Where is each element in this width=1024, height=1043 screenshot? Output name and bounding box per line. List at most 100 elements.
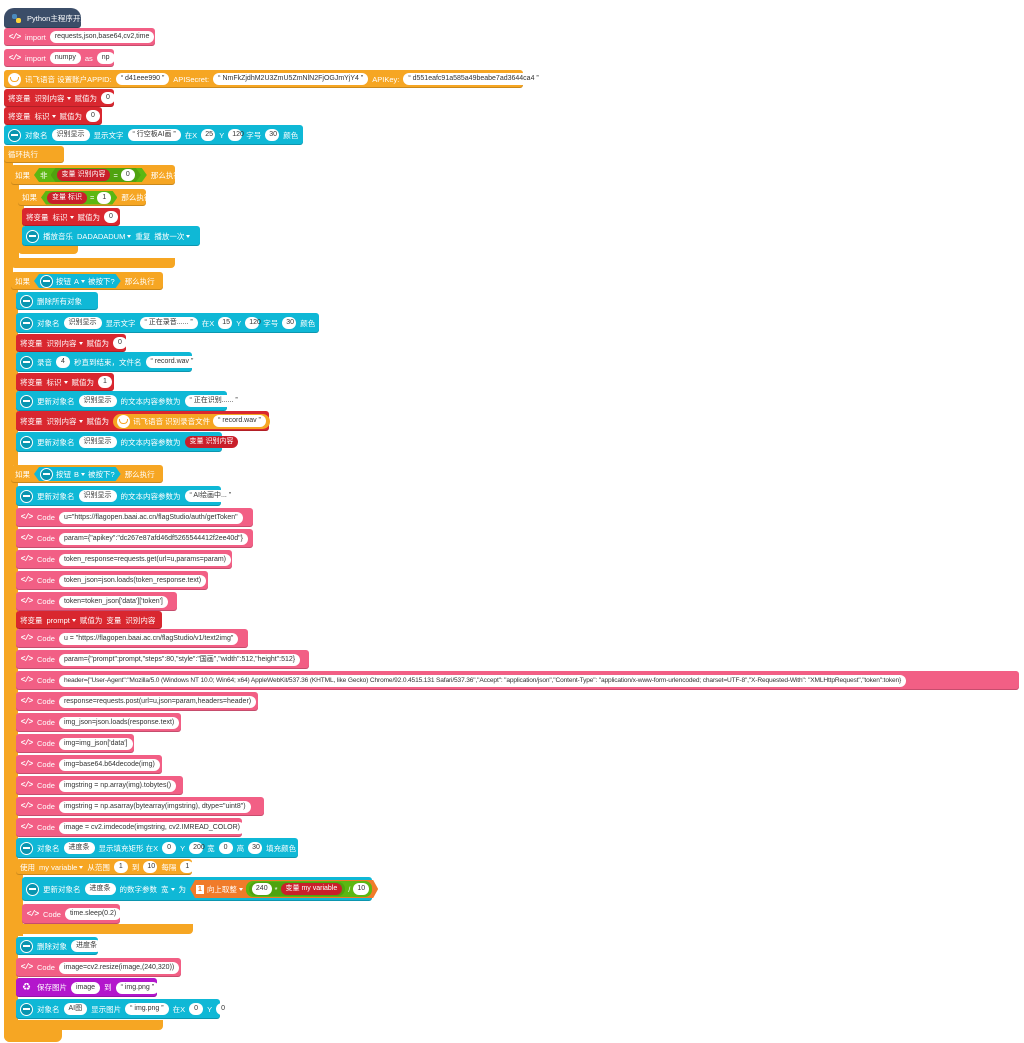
apikey-field[interactable]: “ d551eafc91a585a49beabe7ad3644ca4 ” (403, 73, 544, 85)
size-field[interactable]: 30 (265, 129, 280, 141)
end-field[interactable]: 10 (143, 861, 158, 873)
size-field[interactable]: 30 (282, 317, 297, 329)
set-prompt-block[interactable]: 将变量 prompt 赋值为 变量 识别内容 (16, 611, 162, 629)
show-text-block[interactable]: 对象名 识别显示 显示文字 “ 行空板AI画 ” 在X 25 Y 120 字号 … (4, 125, 303, 145)
python-start-block[interactable]: Python主程序开始 (4, 8, 88, 28)
multiply-reporter[interactable]: 240 * 变量 my variable (249, 882, 345, 896)
show-image-block[interactable]: 对象名 AI图 显示图片 “ img.png ” 在X 0 Y 0 (16, 999, 231, 1019)
forever-loop-block[interactable]: 循环执行 (4, 146, 64, 163)
object-name-field[interactable]: AI图 (63, 1003, 88, 1015)
code-field[interactable]: imgstring = np.array(img).tobytes() (58, 779, 177, 792)
start-field[interactable]: 1 (113, 861, 128, 873)
filename-field[interactable]: “ img.png ” (115, 981, 160, 994)
value-field[interactable]: 0 (86, 110, 100, 122)
xunfei-recognize-reporter[interactable]: 讯飞语音 识别录音文件 “ record.wav ” (113, 413, 270, 429)
code-field[interactable]: time.sleep(0.2) (64, 908, 122, 920)
object-name-field[interactable]: 进度条 (84, 883, 116, 895)
code-field[interactable]: token_json=json.loads(token_response.tex… (58, 574, 207, 587)
variable-reporter[interactable]: 变量 标识 (47, 192, 87, 204)
import-module-field[interactable]: numpy (49, 52, 81, 64)
code-field[interactable]: image = cv2.imdecode(imgstring, cv2.IMRE… (58, 821, 245, 834)
compare-condition[interactable]: 变量 标识 = 1 (41, 191, 117, 205)
code-block[interactable]: </> Code param={"apikey":"dc267e87afd46d… (16, 529, 253, 548)
set-variable-block[interactable]: 将变量 标识 赋值为 1 (16, 373, 114, 391)
not-condition[interactable]: 非 变量 识别内容 = 0 (34, 168, 147, 182)
music-dropdown[interactable]: DADADADUM (77, 232, 132, 241)
play-mode-dropdown[interactable]: 播放一次 (154, 231, 191, 242)
set-variable-block[interactable]: 将变量 识别内容 赋值为 0 (4, 89, 115, 107)
variable-dropdown[interactable]: 识别内容 (47, 338, 83, 349)
variable-dropdown[interactable]: 标识 (53, 212, 74, 223)
delete-object-block[interactable]: 删除对象 进度条 (16, 937, 102, 955)
code-field[interactable]: u = "https://flagopen.baai.ac.cn/flagStu… (58, 632, 239, 645)
button-pressed-condition[interactable]: 按钮 B 被按下? (34, 467, 121, 481)
variable-dropdown[interactable]: 标识 (35, 111, 56, 122)
text-field[interactable]: “ 正在录音...... ” (139, 317, 198, 329)
param-dropdown[interactable]: 宽 (161, 884, 175, 895)
value-field[interactable]: 0 (101, 92, 115, 104)
if-button-b-block[interactable]: 如果 按钮 B 被按下? 那么执行 (11, 465, 163, 483)
filename-field[interactable]: “ record.wav ” (213, 415, 266, 427)
variable-dropdown[interactable]: 识别内容 (47, 416, 83, 427)
fill-rect-block[interactable]: 对象名 进度条 显示填充矩形 在X 0 Y 200 宽 0 高 30 填充颜色 (16, 838, 298, 858)
for-range-block[interactable]: 使用 my variable 从范围 1 到 10 每隔 1 (16, 859, 195, 875)
object-name-field[interactable]: 进度条 (71, 940, 102, 952)
h-field[interactable]: 30 (248, 842, 263, 854)
update-number-block[interactable]: 更新对象名 进度条 的数字参数 宽 为 1 向上取整 240 * 变量 my v… (22, 877, 372, 901)
object-name-field[interactable]: 识别显示 (51, 129, 90, 141)
variable-dropdown[interactable]: 识别内容 (35, 93, 71, 104)
apisecret-field[interactable]: “ NmFkZjdhM2U3ZmU5ZmNlN2FjOGJmYjY4 ” (213, 73, 369, 85)
update-text-block[interactable]: 更新对象名 识别显示 的文本内容参数为 变量 识别内容 (16, 432, 239, 452)
code-field[interactable]: u="https://flagopen.baai.ac.cn/flagStudi… (58, 511, 243, 524)
if-block[interactable]: 如果 变量 标识 = 1 那么执行 (18, 189, 151, 206)
object-name-field[interactable]: 进度条 (63, 842, 95, 854)
code-block[interactable]: </> Code imgstring = np.array(img).tobyt… (16, 776, 183, 795)
w-field[interactable]: 0 (218, 842, 233, 854)
code-field[interactable]: img=img_json['data'] (58, 737, 133, 750)
set-variable-block[interactable]: 将变量 标识 赋值为 0 (4, 107, 102, 125)
update-text-block[interactable]: 更新对象名 识别显示 的文本内容参数为 “ 正在识别...... ” (16, 391, 243, 411)
variable-reporter[interactable]: 变量 识别内容 (57, 169, 111, 181)
object-name-field[interactable]: 识别显示 (78, 490, 117, 502)
loop-var-dropdown[interactable]: my variable (39, 863, 84, 872)
object-name-field[interactable]: 识别显示 (63, 317, 102, 329)
code-block[interactable]: </> Code imgstring = np.asarray(bytearra… (16, 797, 264, 816)
loop-block-body[interactable] (4, 146, 13, 1042)
code-block[interactable]: </> Code image=cv2.resize(image,(240,320… (16, 958, 181, 977)
code-field[interactable]: token=token_json['data']['token'] (58, 595, 168, 608)
code-block[interactable]: </> Code time.sleep(0.2) (22, 904, 122, 924)
x-field[interactable]: 15 (218, 317, 233, 329)
variable-reporter[interactable]: 变量 识别内容 (184, 436, 239, 448)
code-block[interactable]: </> Code token=token_json['data']['token… (16, 592, 177, 611)
code-field[interactable]: response=requests.post(url=u,json=param,… (58, 695, 257, 708)
import-block-2[interactable]: </> import numpy as np (4, 49, 115, 67)
object-name-field[interactable]: 识别显示 (78, 436, 117, 448)
operand-a-field[interactable]: 240 (252, 883, 272, 895)
x-field[interactable]: 25 (201, 129, 216, 141)
import-modules-field[interactable]: requests,json,base64,cv2,time (49, 31, 155, 43)
code-field[interactable]: param={"apikey":"dc267e87afd46df52655444… (58, 532, 249, 545)
record-block[interactable]: 录音 4 秒直到结束，文件名 “ record.wav ” (16, 352, 199, 372)
button-dropdown[interactable]: A (74, 277, 85, 286)
variable-dropdown[interactable]: 标识 (47, 377, 68, 388)
y-field[interactable]: 120 (228, 129, 244, 141)
code-block[interactable]: </> Code img=base64.b64decode(img) (16, 755, 162, 774)
code-block[interactable]: </> Code img_json=json.loads(response.te… (16, 713, 181, 732)
code-field[interactable]: header={"User-Agent":"Mozilla/5.0 (Windo… (58, 674, 907, 687)
round-reporter[interactable]: 1 向上取整 240 * 变量 my variable / 10 (190, 880, 378, 898)
code-field[interactable]: img=base64.b64decode(img) (58, 758, 160, 771)
set-variable-block[interactable]: 将变量 标识 赋值为 0 (22, 208, 120, 226)
if-button-a-block[interactable]: 如果 按钮 A 被按下? 那么执行 (11, 272, 163, 290)
code-block[interactable]: </> Code param={"prompt":prompt,"steps":… (16, 650, 309, 669)
y-field[interactable]: 120 (245, 317, 261, 329)
text-field[interactable]: “ 正在识别...... ” (184, 395, 243, 407)
compare-condition[interactable]: 变量 识别内容 = 0 (51, 168, 141, 182)
value-field[interactable]: 1 (98, 376, 112, 388)
set-variable-block[interactable]: 将变量 识别内容 赋值为 0 (16, 334, 127, 352)
y-field[interactable]: 200 (189, 842, 205, 854)
update-text-block[interactable]: 更新对象名 识别显示 的文本内容参数为 “ AI绘画中... ” (16, 486, 237, 506)
step-field[interactable]: 1 (180, 861, 195, 873)
code-block[interactable]: </> Code img=img_json['data'] (16, 734, 134, 753)
xunfei-init-block[interactable]: 讯飞语音 设置账户APPID: “ d41eee990 ” APISecret:… (4, 70, 544, 88)
filename-field[interactable]: “ img.png ” (125, 1003, 169, 1015)
